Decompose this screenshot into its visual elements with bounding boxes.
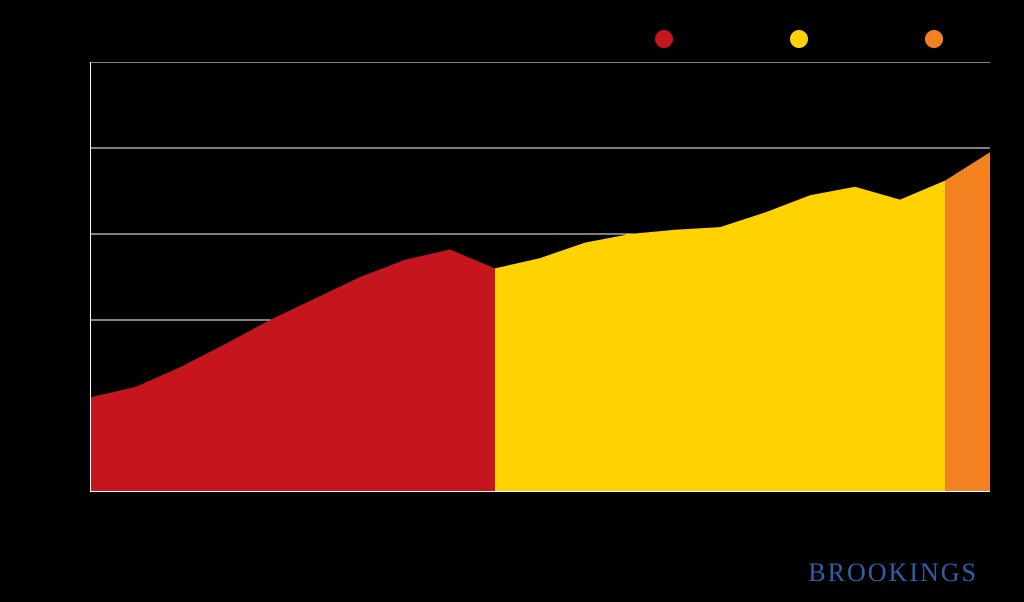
area-seg-a <box>90 249 495 492</box>
legend-item-b <box>790 30 818 48</box>
legend-item-c <box>925 30 953 48</box>
legend-dot-icon <box>655 30 673 48</box>
area-seg-b <box>495 181 945 492</box>
area-segments <box>90 152 990 492</box>
attribution-logo: BROOKINGS <box>808 558 978 588</box>
chart-svg <box>90 62 990 492</box>
plot-area <box>90 62 990 492</box>
legend-dot-icon <box>790 30 808 48</box>
legend <box>0 30 1024 54</box>
area-seg-c <box>945 152 990 492</box>
legend-item-a <box>655 30 683 48</box>
legend-dot-icon <box>925 30 943 48</box>
chart-container: BROOKINGS <box>0 0 1024 602</box>
